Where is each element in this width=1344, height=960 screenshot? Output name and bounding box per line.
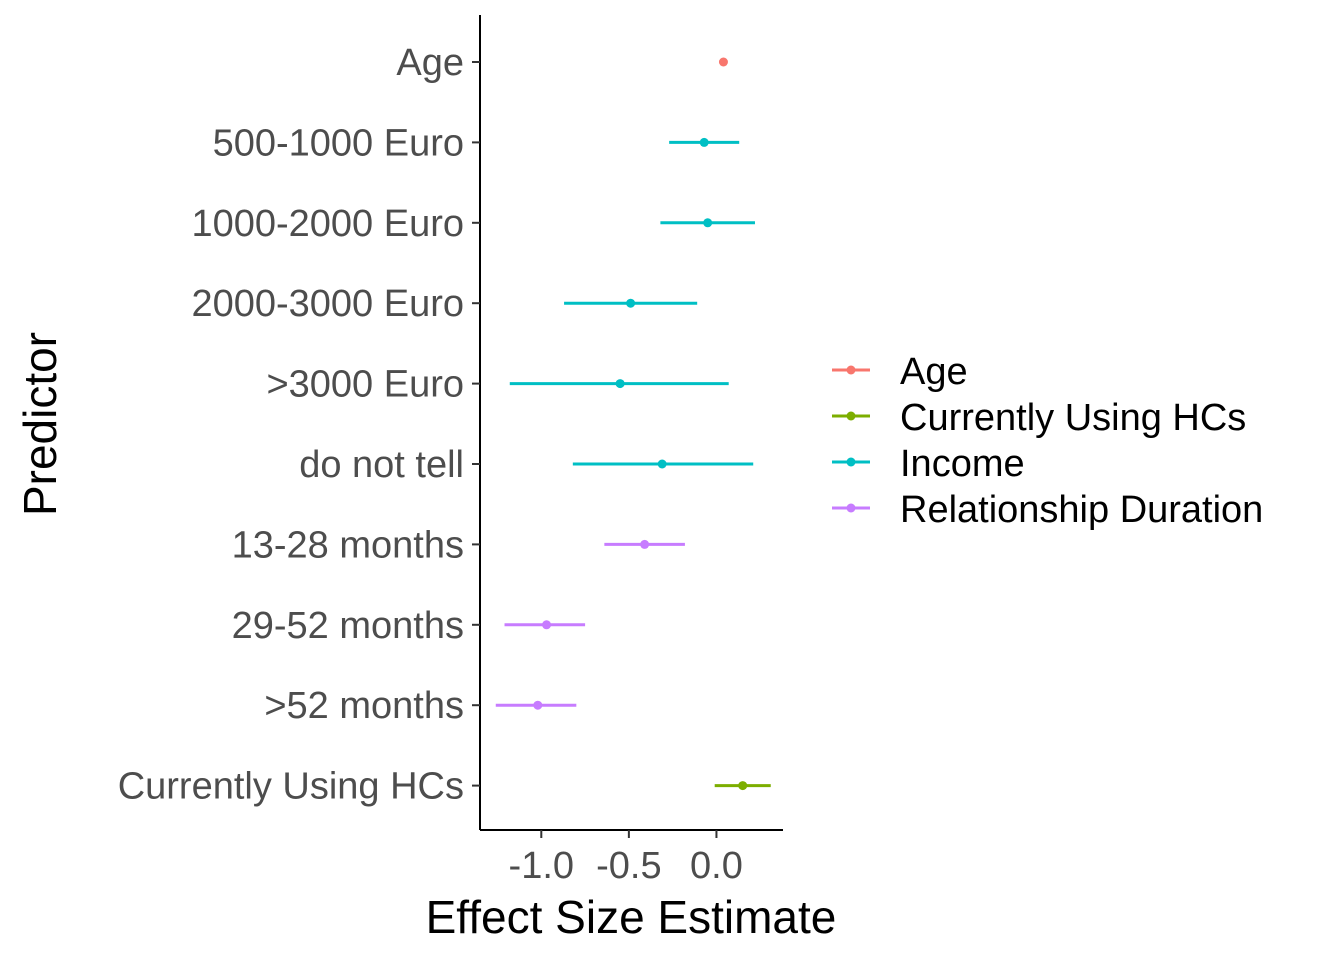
y-axis-ticks: Age 500-1000 Euro 1000-2000 Euro 2000-3000 … <box>118 42 480 808</box>
legend-label: Income <box>900 443 1025 485</box>
plot-area: Age 500-1000 Euro 1000-2000 Euro 2000-3000 … <box>118 15 783 887</box>
legend-key-point <box>846 503 856 513</box>
y-tick-label: 29-52 months <box>232 605 464 647</box>
estimate-point <box>640 539 650 549</box>
legend-label: Age <box>900 351 968 393</box>
x-axis-ticks: -1.0 -0.5 0.0 <box>509 830 743 887</box>
x-tick-label: -0.5 <box>596 845 661 887</box>
y-tick-label: >3000 Euro <box>266 364 464 406</box>
y-tick-label: 500-1000 Euro <box>213 122 464 164</box>
estimate-point <box>542 620 552 630</box>
y-tick-label: Age <box>396 42 464 84</box>
estimate-point <box>615 379 625 389</box>
chart-marks <box>495 57 771 791</box>
legend-key-point <box>846 365 856 375</box>
y-tick-label: do not tell <box>299 444 464 486</box>
estimate-point <box>533 700 543 710</box>
legend-label: Relationship Duration <box>900 489 1263 531</box>
y-tick-label: 2000-3000 Euro <box>191 283 464 325</box>
estimate-point <box>657 459 667 469</box>
y-tick-label: 1000-2000 Euro <box>191 203 464 245</box>
legend-key-point <box>846 457 856 467</box>
y-tick-label: Currently Using HCs <box>118 766 464 808</box>
x-axis-title: Effect Size Estimate <box>426 891 837 943</box>
x-tick-label: -1.0 <box>509 845 574 887</box>
legend-label: Currently Using HCs <box>900 397 1246 439</box>
estimate-point <box>626 298 636 308</box>
estimate-point <box>718 57 728 67</box>
y-tick-label: >52 months <box>264 685 464 727</box>
estimate-point <box>738 781 748 791</box>
estimate-point <box>699 137 709 147</box>
y-axis-title: Predictor <box>14 332 66 516</box>
y-tick-label: 13-28 months <box>232 524 464 566</box>
estimate-point <box>703 218 713 228</box>
x-tick-label: 0.0 <box>690 845 743 887</box>
legend-key-point <box>846 411 856 421</box>
